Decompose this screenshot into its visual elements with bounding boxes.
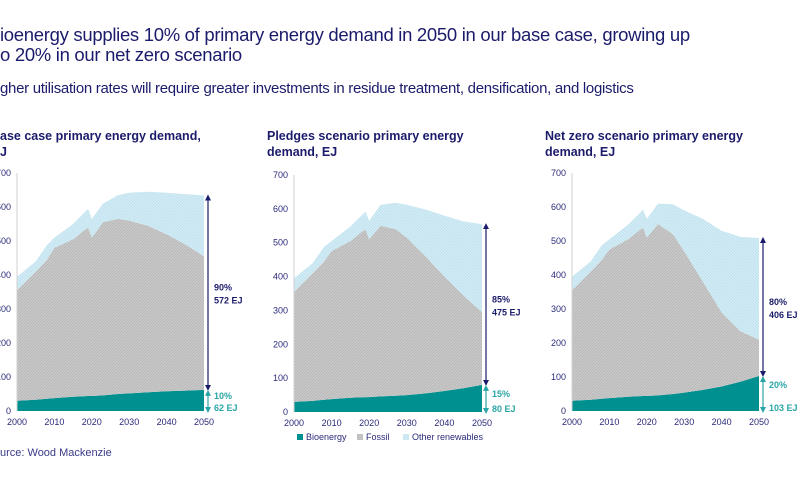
bio-share-label: 20% <box>769 380 787 390</box>
slide-subtitle: gher utilisation rates will require grea… <box>0 80 634 97</box>
legend-swatch-fossil <box>357 434 363 440</box>
chart-0: 0 100 200 300 400 500 600 700 2000 2010 2020 2030 20… <box>0 168 243 427</box>
x-tick-label: 2020 <box>637 417 657 427</box>
y-tick-label: 100 <box>0 372 11 382</box>
y-tick-label: 600 <box>551 202 566 212</box>
x-tick-label: 2020 <box>82 417 102 427</box>
y-tick-label: 0 <box>6 406 11 416</box>
x-tick-label: 2000 <box>284 418 304 428</box>
y-tick-label: 300 <box>273 305 288 315</box>
y-tick-label: 500 <box>0 236 11 246</box>
bio-ej-label: 103 EJ <box>769 403 798 413</box>
y-tick-label: 700 <box>0 168 11 178</box>
x-tick-label: 2040 <box>434 418 454 428</box>
y-tick-label: 600 <box>0 202 11 212</box>
chart-title-line-1: Pledges scenario primary energy <box>267 129 464 143</box>
x-tick-label: 2050 <box>472 418 492 428</box>
x-tick-label: 2010 <box>44 417 64 427</box>
slide-title-line-1: ioenergy supplies 10% of primary energy … <box>0 24 690 45</box>
chart-title-line-2: J <box>0 145 7 159</box>
x-tick-label: 2030 <box>119 417 139 427</box>
chart-title-line-1: ase case primary energy demand, <box>0 129 201 143</box>
x-tick-label: 2010 <box>599 417 619 427</box>
y-tick-label: 200 <box>0 338 11 348</box>
legend-item-other-renewables: Other renewables <box>403 432 484 442</box>
y-tick-label: 200 <box>273 339 288 349</box>
non-bio-share-label: 85% <box>492 295 510 305</box>
bio-ej-label: 62 EJ <box>214 403 238 413</box>
area-fossil <box>294 225 482 402</box>
y-tick-label: 700 <box>273 170 288 180</box>
chart-title-line-2: demand, EJ <box>545 145 616 159</box>
y-tick-label: 400 <box>551 270 566 280</box>
y-tick-label: 0 <box>283 407 288 417</box>
area-other-renewables <box>17 191 204 291</box>
x-tick-label: 2010 <box>322 418 342 428</box>
source-note: urce: Wood Mackenzie <box>0 447 112 459</box>
y-tick-label: 500 <box>551 236 566 246</box>
x-tick-label: 2040 <box>712 417 732 427</box>
area-fossil <box>17 218 204 401</box>
x-tick-label: 2030 <box>674 417 694 427</box>
x-tick-label: 2050 <box>749 417 769 427</box>
area-fossil <box>572 224 759 401</box>
chart-title-pledges: Pledges scenario primary energy demand, … <box>267 128 464 160</box>
area-other-renewables <box>294 202 482 313</box>
bio-share-label: 15% <box>492 389 510 399</box>
area-bioenergy <box>572 375 759 411</box>
non-bio-share-label: 80% <box>769 297 787 307</box>
bio-ej-label: 80 EJ <box>492 404 516 414</box>
non-bio-share-label: 90% <box>214 283 232 293</box>
y-tick-label: 500 <box>273 238 288 248</box>
x-tick-label: 2020 <box>359 418 379 428</box>
non-bio-ej-label: 406 EJ <box>769 310 798 320</box>
y-tick-label: 700 <box>551 168 566 178</box>
area-other-renewables <box>572 203 759 340</box>
y-tick-label: 300 <box>0 304 11 314</box>
x-tick-label: 2050 <box>194 417 214 427</box>
y-tick-label: 300 <box>551 304 566 314</box>
legend-label: Other renewables <box>412 432 484 442</box>
legend-swatch-other-renewables <box>403 434 409 440</box>
non-bio-ej-label: 475 EJ <box>492 308 521 318</box>
legend-item-fossil: Fossil <box>357 432 390 442</box>
y-tick-label: 200 <box>551 338 566 348</box>
bio-share-label: 10% <box>214 391 232 401</box>
chart-1: 0 100 200 300 400 500 600 700 2000 2010 2020 2030 20… <box>273 170 521 442</box>
legend-label: Bioenergy <box>306 432 347 442</box>
legend-swatch-bioenergy <box>297 434 303 440</box>
x-tick-label: 2030 <box>397 418 417 428</box>
x-tick-label: 2040 <box>157 417 177 427</box>
chart-title-net-zero: Net zero scenario primary energy demand,… <box>545 128 743 160</box>
non-bio-ej-label: 572 EJ <box>214 296 243 306</box>
chart-2: 0 100 200 300 400 500 600 700 2000 2010 2020 2030 20… <box>551 168 798 427</box>
area-bioenergy <box>17 389 204 411</box>
chart-title-line-2: demand, EJ <box>267 145 338 159</box>
chart-title-base-case: ase case primary energy demand, J <box>0 128 201 160</box>
legend-label: Fossil <box>366 432 390 442</box>
y-tick-label: 600 <box>273 204 288 214</box>
y-tick-label: 100 <box>551 372 566 382</box>
chart-title-line-1: Net zero scenario primary energy <box>545 129 743 143</box>
legend-item-bioenergy: Bioenergy <box>297 432 347 442</box>
slide-title-line-2: o 20% in our net zero scenario <box>0 44 242 65</box>
y-tick-label: 0 <box>561 406 566 416</box>
y-tick-label: 100 <box>273 373 288 383</box>
y-tick-label: 400 <box>0 270 11 280</box>
y-tick-label: 400 <box>273 272 288 282</box>
x-tick-label: 2000 <box>7 417 27 427</box>
area-bioenergy <box>294 384 482 412</box>
x-tick-label: 2000 <box>562 417 582 427</box>
